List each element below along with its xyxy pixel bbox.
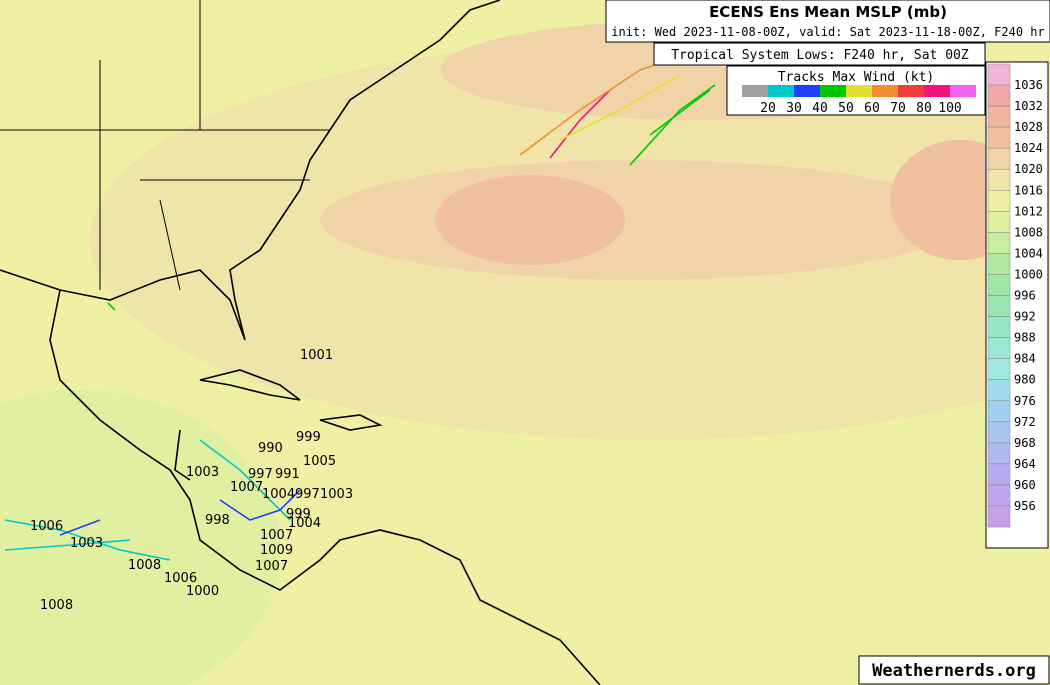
coastlines xyxy=(0,0,601,685)
colorbar-label: 996 xyxy=(1014,289,1036,303)
lows-box: Tropical System Lows: F240 hr, Sat 00Z xyxy=(653,42,986,66)
colorbar-swatch xyxy=(987,168,1011,191)
colorbar-label: 968 xyxy=(1014,436,1036,450)
colorbar-swatch xyxy=(987,232,1011,254)
wind-label: 20 xyxy=(760,101,776,116)
title-box: ECENS Ens Mean MSLP (mb) init: Wed 2023-… xyxy=(605,0,1050,43)
colorbar-label: 1012 xyxy=(1014,204,1043,218)
colorbar-swatch xyxy=(987,126,1011,149)
low-label: 1008 xyxy=(40,598,73,613)
low-label: 1007 xyxy=(260,528,293,543)
colorbar-label: 984 xyxy=(1014,352,1036,366)
low-label: 997 xyxy=(248,467,273,482)
low-label: 1006 xyxy=(30,519,63,534)
colorbar-label: 1004 xyxy=(1014,246,1043,260)
colorbar-swatch xyxy=(987,316,1011,338)
colorbar-label: 964 xyxy=(1014,457,1036,471)
colorbar-label: 992 xyxy=(1014,310,1036,324)
colorbar-label: 1008 xyxy=(1014,225,1043,239)
wind-label: 60 xyxy=(864,101,880,116)
low-label: 1007 xyxy=(230,480,263,495)
low-label: 1003 xyxy=(186,465,219,480)
wind-swatch xyxy=(794,85,820,97)
wind-label: 80 xyxy=(916,101,932,116)
wind-label: 30 xyxy=(786,101,802,116)
low-label: 1000 xyxy=(186,584,219,599)
wind-swatch xyxy=(820,85,846,97)
colorbar-label: 1028 xyxy=(1014,120,1043,134)
low-label: 1007 xyxy=(255,559,288,574)
colorbar-swatch xyxy=(987,505,1011,528)
colorbar-label: 1036 xyxy=(1014,78,1043,92)
low-label: 1001 xyxy=(300,348,333,363)
low-label: 1004 xyxy=(262,487,295,502)
colorbar-swatch xyxy=(987,253,1011,275)
colorbar-swatch xyxy=(987,400,1011,423)
colorbar-label: 972 xyxy=(1014,415,1036,429)
colorbar-swatch xyxy=(987,379,1011,402)
low-label: 1009 xyxy=(260,543,293,558)
wind-label: 40 xyxy=(812,101,828,116)
wind-swatch xyxy=(898,85,924,97)
wind-label: 50 xyxy=(838,101,854,116)
wind-swatch xyxy=(742,85,768,97)
colorbar-swatch xyxy=(987,295,1011,317)
wind-swatch xyxy=(846,85,872,97)
colorbar-label: 988 xyxy=(1014,331,1036,345)
colorbar-swatch xyxy=(987,63,1011,86)
colorbar-swatch xyxy=(987,147,1011,170)
pressure-colorbar: 1036 1032 1028 1024 1020 1016 1012 1008 1004 1000… xyxy=(985,61,1049,549)
wind-swatch xyxy=(950,85,976,97)
colorbar-swatch xyxy=(987,442,1011,465)
colorbar-label: 980 xyxy=(1014,373,1036,387)
colorbar-swatch xyxy=(987,358,1011,380)
wind-label: 70 xyxy=(890,101,906,116)
low-label: 991 xyxy=(275,467,300,482)
wind-swatch xyxy=(768,85,794,97)
low-label: 1008 xyxy=(128,558,161,573)
low-label: 999 xyxy=(286,507,311,522)
wind-legend-title: Tracks Max Wind (kt) xyxy=(778,70,935,85)
low-label: 997 xyxy=(295,487,320,502)
low-label: 1003 xyxy=(70,536,103,551)
colorbar-swatch xyxy=(987,105,1011,128)
wind-swatch xyxy=(924,85,950,97)
low-label: 1006 xyxy=(164,571,197,586)
credit-box: Weathernerds.org xyxy=(858,655,1050,685)
colorbar-swatch xyxy=(987,211,1011,233)
wind-label: 100 xyxy=(938,101,961,116)
low-label: 1003 xyxy=(320,487,353,502)
colorbar-swatch xyxy=(987,84,1011,107)
colorbar-swatch xyxy=(987,421,1011,444)
low-label: 999 xyxy=(296,430,321,445)
colorbar-label: 1016 xyxy=(1014,183,1043,197)
low-label: 1004 xyxy=(288,516,321,531)
colorbar-label: 1020 xyxy=(1014,162,1043,176)
colorbar-swatch xyxy=(987,463,1011,486)
lows-title: Tropical System Lows: F240 hr, Sat 00Z xyxy=(671,48,969,63)
low-label: 990 xyxy=(258,441,283,456)
colorbar-swatch xyxy=(987,484,1011,507)
wind-swatch xyxy=(872,85,898,97)
subtitle: init: Wed 2023-11-08-00Z, valid: Sat 202… xyxy=(611,25,1044,39)
colorbar-label: 956 xyxy=(1014,499,1036,513)
colorbar-label: 976 xyxy=(1014,394,1036,408)
wind-legend: Tracks Max Wind (kt) 20 30 40 50 60 70 80 100 xyxy=(726,65,986,116)
colorbar-swatch xyxy=(987,190,1011,212)
colorbar-label: 1024 xyxy=(1014,141,1043,155)
low-labels: 1001 999 990 1005 1003 997 991 1007 1004… xyxy=(30,348,353,613)
colorbar-swatch xyxy=(987,274,1011,296)
colorbar-swatch xyxy=(987,337,1011,359)
low-label: 998 xyxy=(205,513,230,528)
colorbar-label: 1032 xyxy=(1014,99,1043,113)
colorbar-label: 1000 xyxy=(1014,267,1043,281)
credit: Weathernerds.org xyxy=(872,661,1036,681)
low-label: 1005 xyxy=(303,454,336,469)
title: ECENS Ens Mean MSLP (mb) xyxy=(709,3,947,21)
colorbar-label: 960 xyxy=(1014,478,1036,492)
